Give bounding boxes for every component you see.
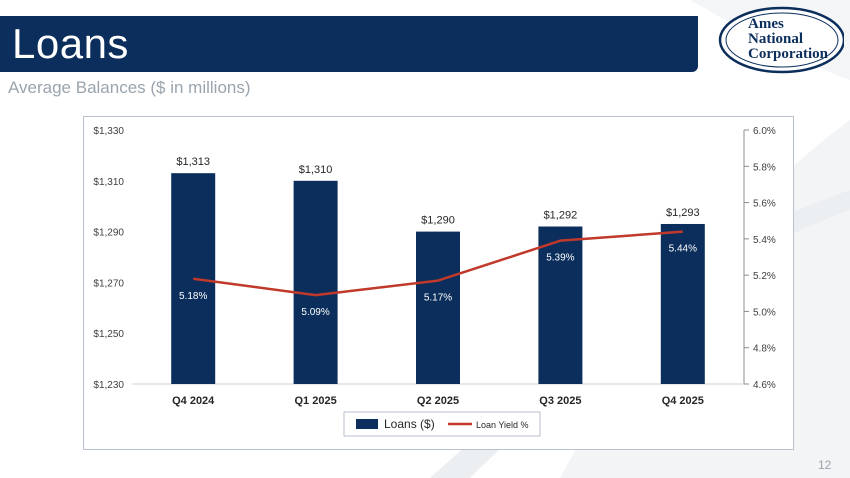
page-subtitle: Average Balances ($ in millions) (8, 78, 251, 97)
company-logo: Ames National Corporation (712, 4, 844, 76)
y-left-tick-label: $1,230 (93, 380, 124, 391)
bar-data-label: $1,292 (544, 210, 578, 222)
logo-line-2: National (748, 31, 804, 47)
page-title: Loans (12, 20, 129, 67)
logo-seal-icon (718, 6, 844, 74)
y-right-tick-label: 5.6% (753, 199, 776, 210)
line-data-label: 5.44% (669, 244, 697, 255)
bar-loans (171, 173, 216, 384)
y-right-tick-label: 5.4% (753, 235, 776, 246)
x-category-label: Q3 2025 (539, 395, 581, 407)
bar-loans (293, 180, 338, 384)
title-bar (0, 16, 698, 72)
line-data-label: 5.09% (301, 307, 329, 318)
chart-frame: $1,230 $1,250 $1,270 $1,290 $1,310 $1,330 4.6%… (83, 116, 794, 450)
bar-data-label: $1,290 (421, 215, 455, 227)
logo-line-3: Corporation (748, 46, 828, 62)
bar-data-label: $1,313 (176, 156, 210, 168)
line-data-label: 5.39% (546, 253, 574, 264)
y-left-tick-label: $1,270 (93, 278, 124, 289)
loans-chart: $1,230 $1,250 $1,270 $1,290 $1,310 $1,330 4.6%… (93, 126, 776, 437)
legend-label-yield: Loan Yield % (476, 420, 529, 430)
x-category-label: Q4 2025 (662, 395, 704, 407)
y-right-tick-label: 6.0% (753, 126, 776, 137)
x-category-label: Q1 2025 (294, 395, 336, 407)
y-left-tick-label: $1,250 (93, 329, 124, 340)
series-line-loan-yield (193, 230, 683, 297)
y-left-tick-label: $1,290 (93, 228, 124, 239)
legend-swatch-loans (356, 419, 378, 429)
line-data-label: 5.17% (424, 293, 452, 304)
x-category-label: Q4 2024 (172, 395, 215, 407)
line-data-label: 5.18% (179, 291, 207, 302)
y-right-tick-label: 5.2% (753, 271, 776, 282)
page-number: 12 (818, 458, 832, 472)
y-left-tick-label: $1,310 (93, 177, 124, 188)
y-left-tick-label: $1,330 (93, 126, 124, 137)
bar-data-label: $1,310 (299, 164, 333, 176)
bar-loans (416, 231, 460, 384)
x-category-label: Q2 2025 (417, 395, 459, 407)
bar-loans (660, 223, 705, 384)
y-right-tick-label: 5.8% (753, 162, 776, 173)
legend-label-loans: Loans ($) (384, 417, 435, 431)
y-right-tick-label: 5.0% (753, 307, 776, 318)
logo-line-1: Ames (748, 16, 784, 32)
bar-loans (538, 226, 583, 384)
bar-data-label: $1,293 (666, 207, 700, 219)
y-right-tick-label: 4.6% (753, 380, 776, 391)
y-right-tick-label: 4.8% (753, 344, 776, 355)
